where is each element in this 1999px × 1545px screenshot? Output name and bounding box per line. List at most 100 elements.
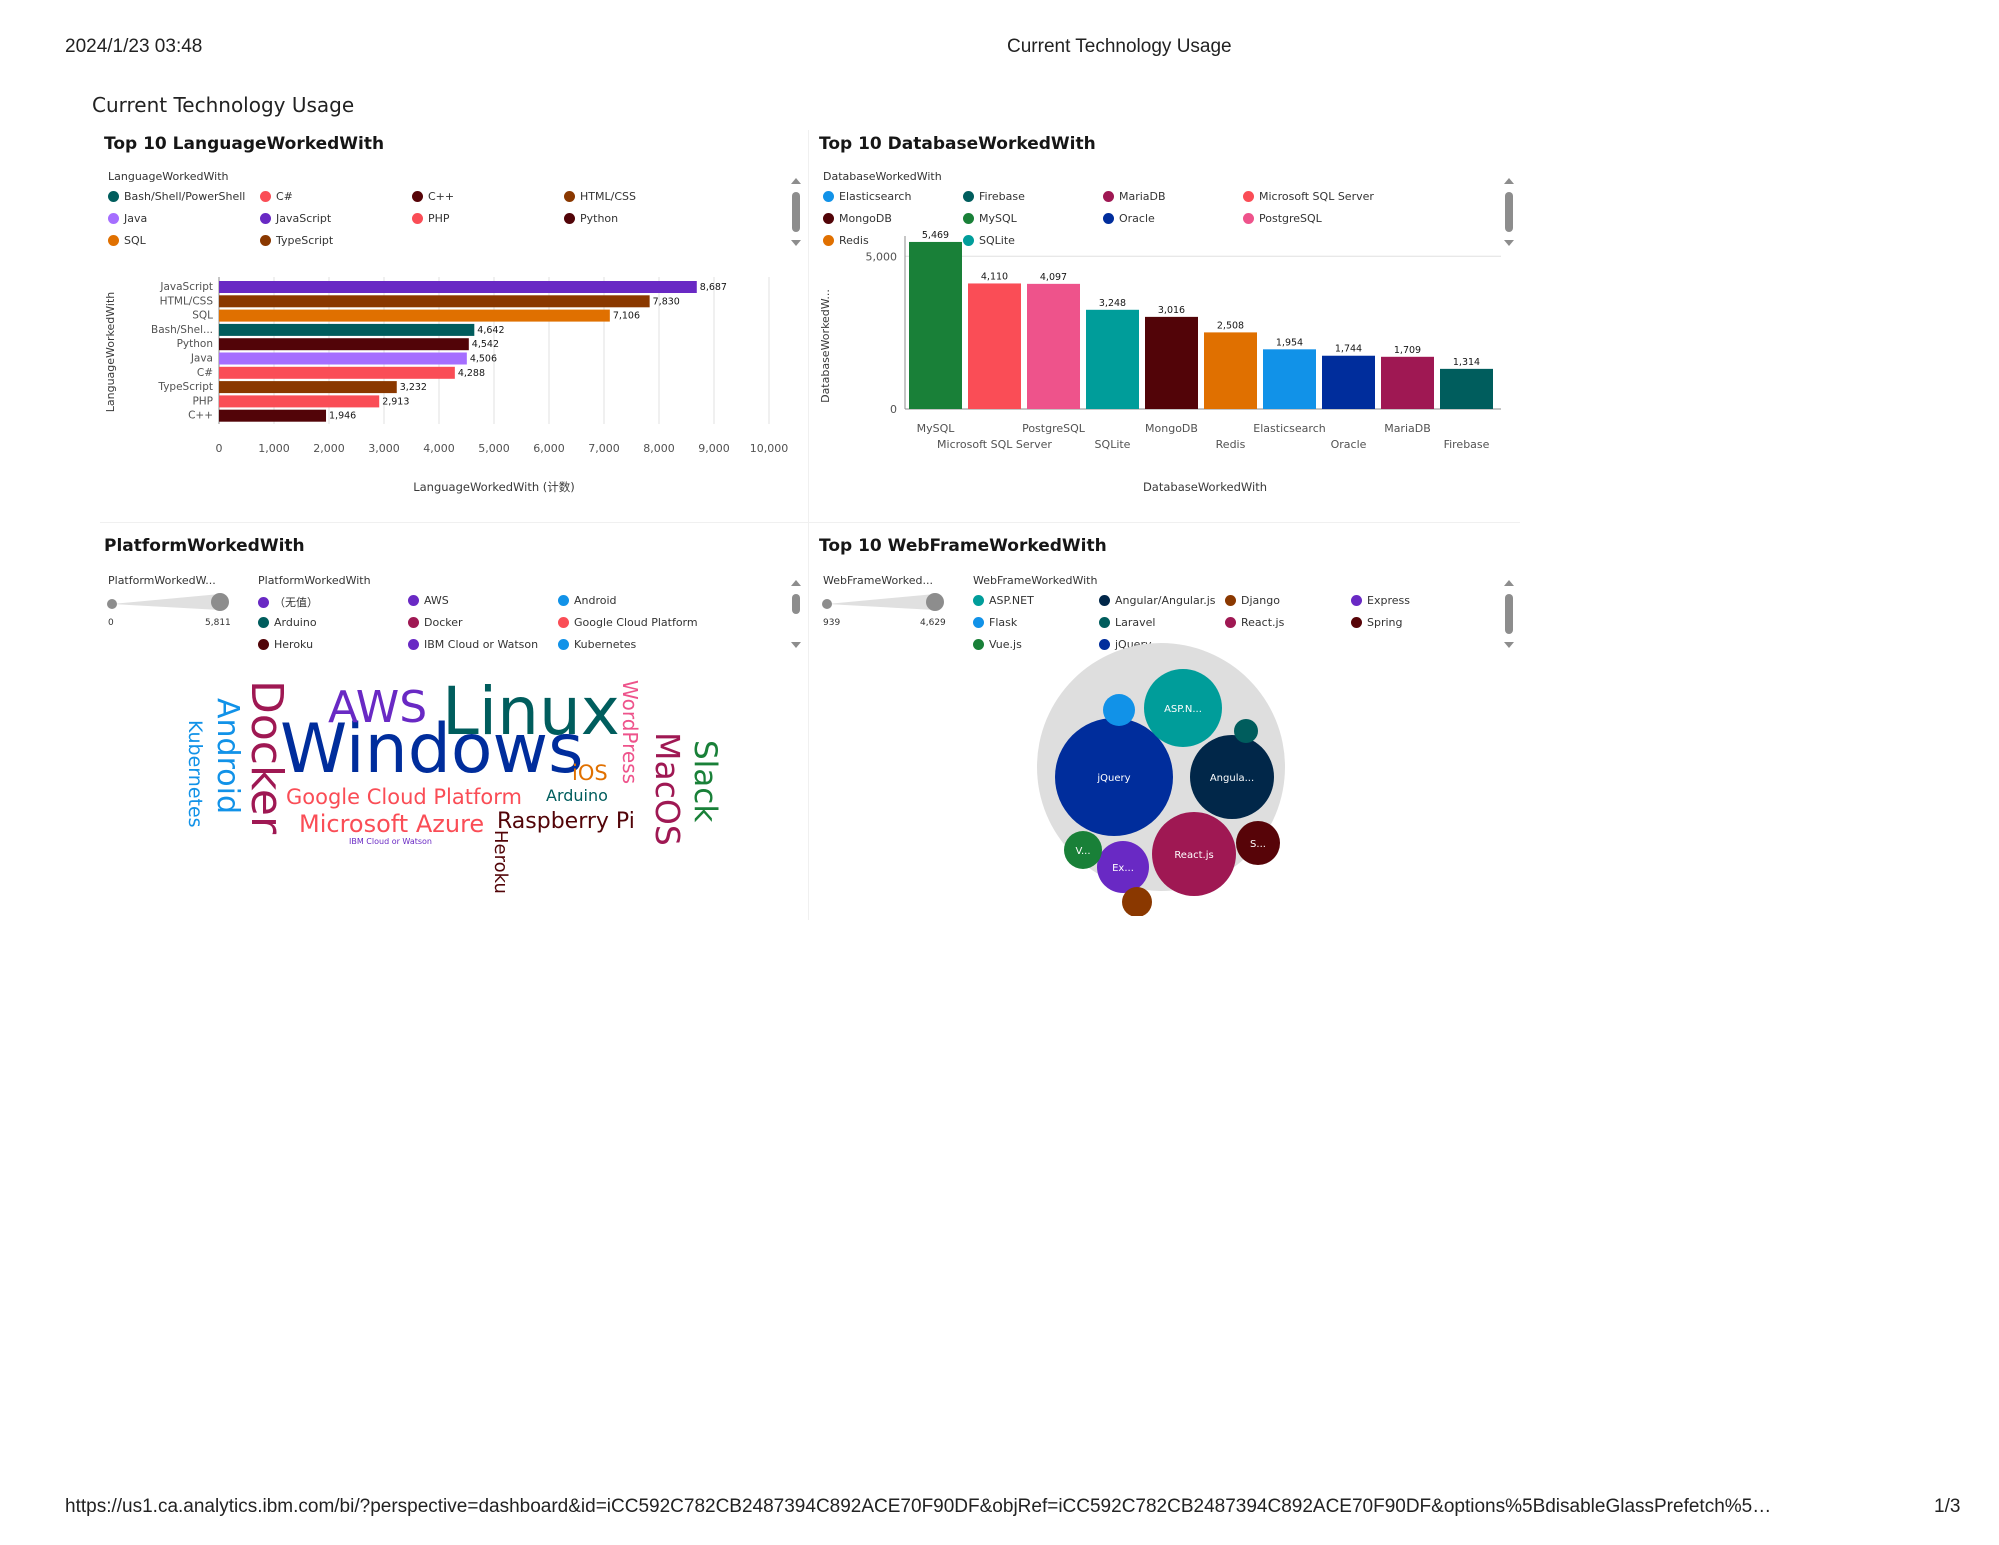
word-cloud-word: Google Cloud Platform xyxy=(286,785,522,809)
slider-min-handle xyxy=(107,599,117,609)
data-label: 3,016 xyxy=(1158,305,1185,316)
x-tick-label: 9,000 xyxy=(698,442,730,455)
legend-label: Vue.js xyxy=(989,638,1022,651)
slider-min-handle xyxy=(822,599,832,609)
legend-label: Heroku xyxy=(274,638,314,651)
language-legend-item[interactable]: Bash/Shell/PowerShell xyxy=(108,190,245,203)
webframe-legend-item[interactable]: Laravel xyxy=(1099,616,1155,629)
legend-swatch xyxy=(260,191,271,202)
database-legend-item[interactable]: Redis xyxy=(823,234,869,247)
x-axis-title: DatabaseWorkedWith xyxy=(1143,480,1267,494)
database-chart-title: Top 10 DatabaseWorkedWith xyxy=(819,134,1096,154)
word-cloud-word: Kubernetes xyxy=(184,720,206,828)
word-cloud-word: Slack xyxy=(687,740,723,822)
platform-legend-item[interactable]: Docker xyxy=(408,616,463,629)
y-axis-title: DatabaseWorkedW... xyxy=(819,289,832,403)
x-tick-label: 3,000 xyxy=(368,442,400,455)
platform-legend-item[interactable]: （无值） xyxy=(258,594,318,610)
data-label: 4,642 xyxy=(477,325,504,336)
bar xyxy=(1027,283,1080,409)
data-label: 4,288 xyxy=(458,368,485,379)
data-label: 1,744 xyxy=(1335,344,1362,355)
webframe-legend-item[interactable]: Express xyxy=(1351,594,1410,607)
webframe-legend-item[interactable]: React.js xyxy=(1225,616,1284,629)
database-legend-item[interactable]: MariaDB xyxy=(1103,190,1166,203)
data-label: 3,248 xyxy=(1099,298,1126,309)
language-legend-item[interactable]: Java xyxy=(108,212,147,225)
x-tick-label: Firebase xyxy=(1444,438,1490,451)
platform-legend-item[interactable]: Kubernetes xyxy=(558,638,636,651)
platform-chart-widget[interactable]: PlatformWorkedWith PlatformWorkedW... 0 … xyxy=(104,536,804,916)
database-legend-item[interactable]: PostgreSQL xyxy=(1243,212,1322,225)
word-cloud-word: Raspberry Pi xyxy=(497,809,635,834)
print-page-number: 1/3 xyxy=(1934,1496,1961,1517)
x-tick-label: 6,000 xyxy=(533,442,565,455)
legend-label: Arduino xyxy=(274,616,317,629)
platform-legend-item[interactable]: Heroku xyxy=(258,638,313,651)
data-label: 1,314 xyxy=(1453,357,1480,368)
bar xyxy=(1381,356,1434,409)
webframe-legend-item[interactable]: Angular/Angular.js xyxy=(1099,594,1216,607)
platform-legend-item[interactable]: AWS xyxy=(408,594,449,607)
data-label: 4,542 xyxy=(472,339,499,350)
x-tick-label: MySQL xyxy=(917,422,956,435)
webframe-legend-item[interactable]: Vue.js xyxy=(973,638,1022,651)
platform-range-slider[interactable] xyxy=(104,590,234,630)
platform-legend-item[interactable]: Google Cloud Platform xyxy=(558,616,698,629)
database-chart-widget[interactable]: Top 10 DatabaseWorkedWith DatabaseWorked… xyxy=(819,134,1519,514)
legend-label: PHP xyxy=(428,212,450,225)
database-legend-item[interactable]: Oracle xyxy=(1103,212,1155,225)
legend-label: Microsoft SQL Server xyxy=(1259,190,1374,203)
database-legend-item[interactable]: Microsoft SQL Server xyxy=(1243,190,1374,203)
legend-label: Google Cloud Platform xyxy=(574,616,698,629)
platform-legend-scrollbar[interactable] xyxy=(790,580,802,648)
database-legend-item[interactable]: SQLite xyxy=(963,234,1015,247)
legend-label: MariaDB xyxy=(1119,190,1166,203)
legend-label: MySQL xyxy=(979,212,1017,225)
database-legend-item[interactable]: Elasticsearch xyxy=(823,190,911,203)
webframe-range-slider[interactable] xyxy=(819,590,949,630)
webframe-bubble-chart: jQuery React.js Angula... ASP.N... S... Ex...… xyxy=(1037,643,1285,916)
language-legend-item[interactable]: TypeScript xyxy=(260,234,333,247)
database-legend-item[interactable]: MongoDB xyxy=(823,212,892,225)
webframe-legend-item[interactable]: Spring xyxy=(1351,616,1403,629)
legend-swatch xyxy=(408,639,419,650)
language-legend-item[interactable]: C# xyxy=(260,190,293,203)
print-url[interactable]: https://us1.ca.analytics.ibm.com/bi/?per… xyxy=(65,1496,1772,1517)
webframe-legend-item[interactable]: Flask xyxy=(973,616,1017,629)
y-tick-label: Java xyxy=(190,353,213,365)
database-legend-item[interactable]: Firebase xyxy=(963,190,1025,203)
language-legend-item[interactable]: HTML/CSS xyxy=(564,190,636,203)
word-cloud-word: Arduino xyxy=(546,786,608,805)
language-legend-scrollbar[interactable] xyxy=(790,178,802,246)
data-label: 3,232 xyxy=(400,382,427,393)
y-tick-label: C++ xyxy=(188,410,213,422)
legend-swatch xyxy=(1225,595,1236,606)
language-legend-item[interactable]: Python xyxy=(564,212,618,225)
legend-swatch xyxy=(1225,617,1236,628)
database-legend-scrollbar[interactable] xyxy=(1503,178,1515,246)
legend-swatch xyxy=(973,617,984,628)
database-bar-chart: 0 5,000 5,469 MySQL 4,110 Microsoft SQL Serve… xyxy=(819,230,1501,494)
webframe-legend-item[interactable]: ASP.NET xyxy=(973,594,1034,607)
language-legend-item[interactable]: SQL xyxy=(108,234,146,247)
platform-legend-item[interactable]: Android xyxy=(558,594,617,607)
platform-legend-item[interactable]: Arduino xyxy=(258,616,317,629)
word-cloud-word: iOS xyxy=(572,761,608,785)
platform-legend-item[interactable]: IBM Cloud or Watson xyxy=(408,638,538,651)
data-label: 1,946 xyxy=(329,411,356,422)
bubble xyxy=(1103,694,1135,726)
platform-legend-title: PlatformWorkedWith xyxy=(258,574,371,587)
webframe-legend-item[interactable]: Django xyxy=(1225,594,1280,607)
language-chart-title: Top 10 LanguageWorkedWith xyxy=(104,134,385,154)
language-legend-item[interactable]: JavaScript xyxy=(260,212,331,225)
database-legend-item[interactable]: MySQL xyxy=(963,212,1017,225)
language-legend-item[interactable]: PHP xyxy=(412,212,450,225)
language-legend-item[interactable]: C++ xyxy=(412,190,454,203)
legend-label: SQLite xyxy=(979,234,1015,247)
webframe-legend-scrollbar[interactable] xyxy=(1503,580,1515,648)
webframe-chart-widget[interactable]: Top 10 WebFrameWorkedWith WebFrameWorked… xyxy=(819,536,1519,916)
platform-chart-title: PlatformWorkedWith xyxy=(104,536,305,556)
x-tick-label: 1,000 xyxy=(258,442,290,455)
language-chart-widget[interactable]: Top 10 LanguageWorkedWith LanguageWorked… xyxy=(104,134,804,514)
